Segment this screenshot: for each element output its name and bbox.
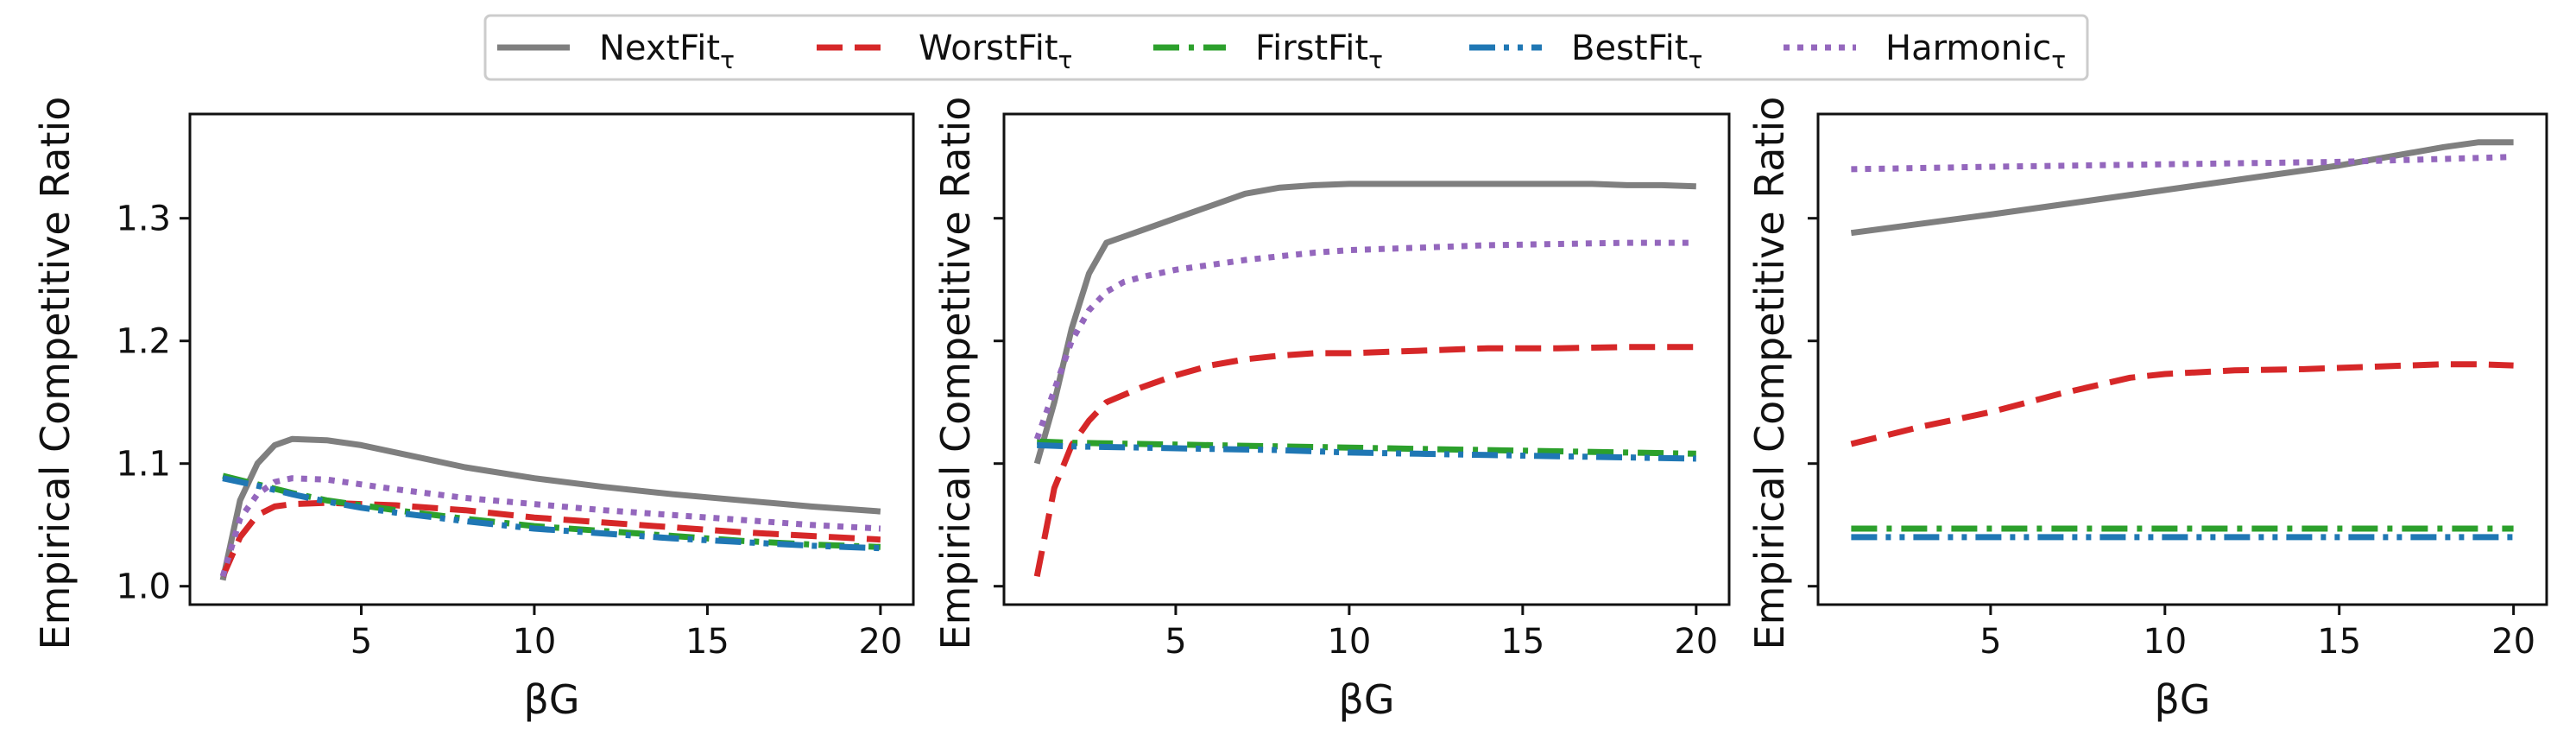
series-bestfit bbox=[222, 475, 881, 552]
panels: 5 10 15 20 1.0 1.1 1.2 1.3 βG Empirical Competiti… bbox=[32, 97, 2548, 723]
legend-label: NextFitτ bbox=[599, 29, 735, 74]
series-firstfit bbox=[1037, 438, 1696, 457]
legend-entry-nextfit: NextFitτ bbox=[497, 29, 735, 74]
y-tick-label: 1.0 bbox=[116, 567, 171, 607]
legend-entry-harmonic: Harmonicτ bbox=[1784, 29, 2066, 74]
legend-label-base: FirstFit bbox=[1255, 29, 1368, 68]
legend-label-base: BestFit bbox=[1571, 29, 1688, 68]
x-tick-label: 15 bbox=[2317, 622, 2361, 662]
x-tick-label: 20 bbox=[858, 622, 902, 662]
x-tick-label: 15 bbox=[1500, 622, 1544, 662]
series-group bbox=[1850, 139, 2514, 541]
x-axis-label: βG bbox=[2154, 676, 2210, 723]
series-group bbox=[219, 435, 881, 581]
legend-label-base: Harmonic bbox=[1885, 29, 2051, 68]
series-firstfit bbox=[222, 472, 881, 550]
y-tick-label: 1.3 bbox=[116, 200, 171, 239]
legend-label-subscript: τ bbox=[1368, 46, 1383, 74]
x-tick-label: 20 bbox=[1674, 622, 1718, 662]
series-harmonic bbox=[1033, 239, 1696, 441]
plot-frame bbox=[188, 112, 915, 606]
legend-box bbox=[483, 14, 2089, 81]
x-tick-label: 5 bbox=[1979, 622, 2001, 662]
series-bestfit bbox=[1037, 441, 1696, 462]
x-tick-label: 15 bbox=[685, 622, 729, 662]
x-tick-label: 5 bbox=[350, 622, 372, 662]
panel-3: 5 10 15 20 βG Empirical Competitive Ratio bbox=[1746, 97, 2548, 723]
x-tick-label: 10 bbox=[1327, 622, 1371, 662]
legend-label-subscript: τ bbox=[1688, 46, 1702, 74]
legend-label: BestFitτ bbox=[1571, 29, 1702, 74]
series-group bbox=[1033, 181, 1696, 577]
legend-label-base: WorstFit bbox=[919, 29, 1058, 68]
y-axis-label: Empirical Competitive Ratio bbox=[1746, 97, 1793, 650]
y-axis-label: Empirical Competitive Ratio bbox=[32, 97, 79, 650]
legend: NextFitτ WorstFitτ FirstFitτ BestFitτ Harmon… bbox=[483, 14, 2089, 81]
legend-label-subscript: τ bbox=[1058, 46, 1073, 74]
series-worstfit bbox=[219, 499, 881, 578]
legend-label: Harmonicτ bbox=[1885, 29, 2066, 74]
plot-frame bbox=[1002, 112, 1731, 606]
x-tick-label: 20 bbox=[2491, 622, 2535, 662]
legend-label: FirstFitτ bbox=[1255, 29, 1383, 74]
series-harmonic bbox=[219, 475, 881, 578]
series-worstfit bbox=[1850, 361, 2514, 447]
x-tick-label: 10 bbox=[2143, 622, 2187, 662]
y-tick-label: 1.1 bbox=[116, 445, 171, 485]
x-tick-label: 10 bbox=[512, 622, 556, 662]
series-nextfit bbox=[219, 435, 881, 581]
y-tick-label: 1.2 bbox=[116, 322, 171, 362]
x-tick-label: 5 bbox=[1165, 622, 1186, 662]
legend-entry-worstfit: WorstFitτ bbox=[817, 29, 1072, 74]
x-axis-label: βG bbox=[523, 676, 579, 723]
legend-label-subscript: τ bbox=[720, 46, 735, 74]
series-nextfit bbox=[1033, 181, 1696, 465]
panel-2: 5 10 15 20 βG Empirical Competitive Ratio bbox=[932, 97, 1731, 723]
legend-label: WorstFitτ bbox=[919, 29, 1072, 74]
series-harmonic bbox=[1851, 154, 2514, 173]
series-worstfit bbox=[1033, 344, 1696, 577]
legend-entry-bestfit: BestFitτ bbox=[1469, 29, 1702, 74]
plot-frame bbox=[1816, 112, 2548, 606]
series-nextfit bbox=[1850, 139, 2514, 237]
x-axis-label: βG bbox=[1338, 676, 1394, 723]
y-axis-label: Empirical Competitive Ratio bbox=[932, 97, 979, 650]
panel-1: 5 10 15 20 1.0 1.1 1.2 1.3 βG Empirical Competiti… bbox=[32, 97, 915, 723]
legend-entry-firstfit: FirstFitτ bbox=[1153, 29, 1383, 74]
legend-label-subscript: τ bbox=[2051, 46, 2066, 74]
legend-label-base: NextFit bbox=[599, 29, 720, 68]
